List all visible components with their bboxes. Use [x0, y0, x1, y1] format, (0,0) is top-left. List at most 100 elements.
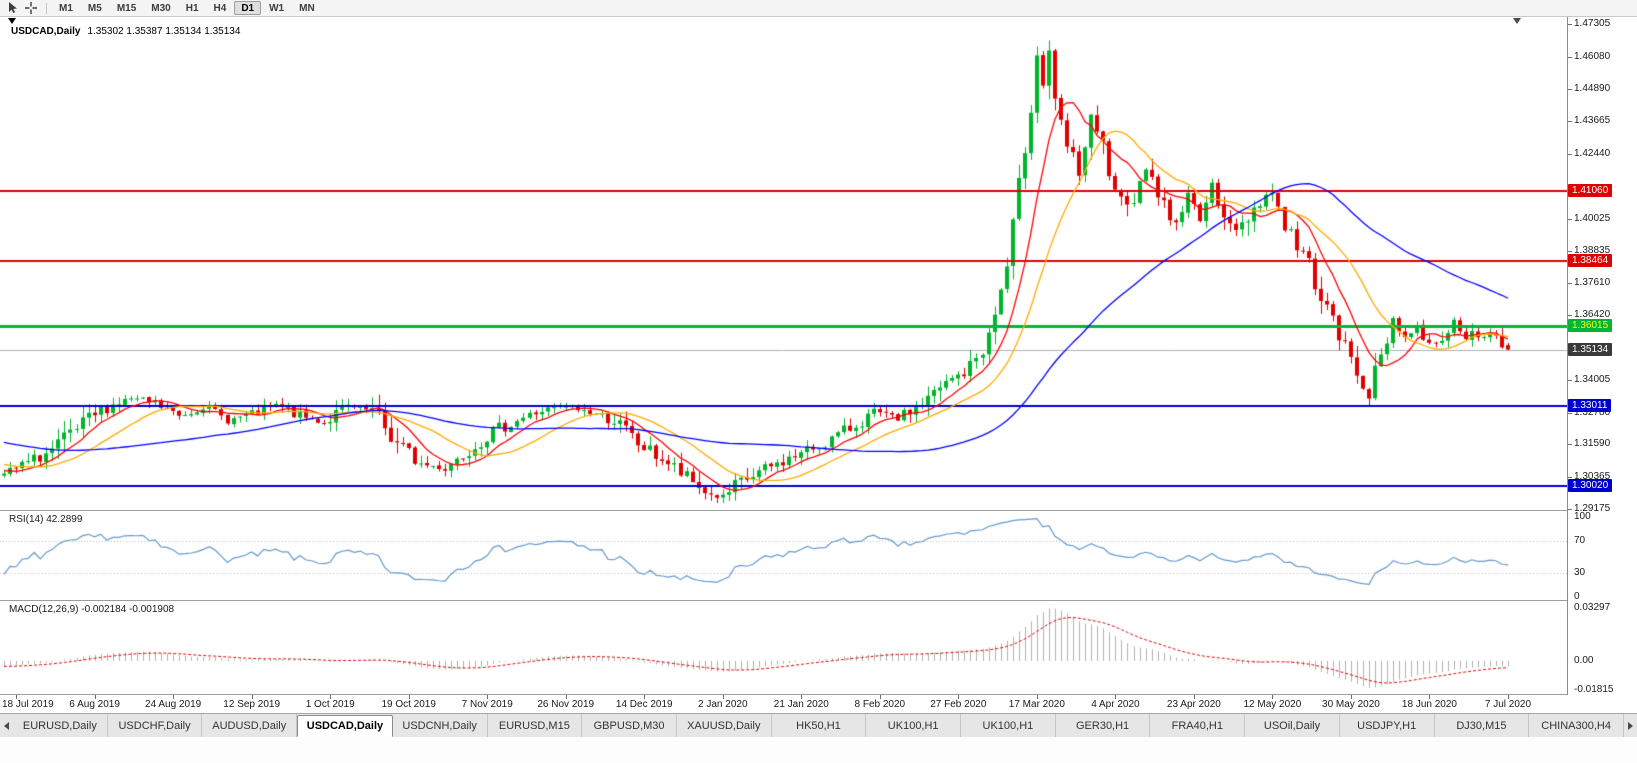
time-axis-tickmark: [1508, 695, 1509, 699]
time-axis-tickmark: [1115, 695, 1116, 699]
price-axis-tick: 1.36420: [1574, 309, 1611, 321]
price-chart-canvas[interactable]: [0, 17, 1567, 511]
time-axis-label: 6 Aug 2019: [69, 699, 120, 710]
macd-canvas[interactable]: [0, 601, 1567, 695]
price-axis-tick: 1.31590: [1574, 438, 1611, 450]
timeframe-MN-button[interactable]: MN: [299, 3, 315, 14]
macd-pane[interactable]: MACD(12,26,9) -0.002184 -0.001908: [0, 601, 1567, 695]
time-axis-tickmark: [487, 695, 488, 699]
time-axis-label: 21 Jan 2020: [773, 699, 829, 710]
time-axis-tickmark: [958, 695, 959, 699]
time-axis-tickmark: [644, 695, 645, 699]
price-axis-tickmark: [1568, 154, 1572, 155]
chart-tab-ger30-h1[interactable]: GER30,H1: [1055, 714, 1151, 737]
time-axis-label: 23 Apr 2020: [1166, 699, 1221, 710]
chart-tab-uk100-h1[interactable]: UK100,H1: [866, 714, 962, 737]
chart-tab-eurusd-daily[interactable]: EURUSD,Daily: [13, 714, 108, 737]
price-axis-tickmark: [1568, 219, 1572, 220]
toolbar-separator: [46, 2, 47, 14]
chart-tab-china300-h4[interactable]: CHINA300,H4: [1529, 714, 1624, 737]
chart-tab-audusd-daily[interactable]: AUDUSD,Daily: [202, 714, 298, 737]
time-axis-tickmark: [1194, 695, 1195, 699]
price-axis-tick: 1.32780: [1574, 406, 1611, 418]
crosshair-icon[interactable]: [23, 2, 38, 15]
price-axis-tickmark: [1568, 380, 1572, 381]
price-axis-tick: 1.44890: [1574, 82, 1611, 94]
pane-separator: [0, 694, 1637, 695]
price-axis-tick: 1.34005: [1574, 373, 1611, 385]
price-axis-tick: 1.38835: [1574, 244, 1611, 256]
time-axis-label: 12 Sep 2019: [223, 699, 281, 710]
chart-tab-gbpusd-m30[interactable]: GBPUSD,M30: [582, 714, 677, 737]
timeframe-D1-button[interactable]: D1: [234, 1, 262, 15]
timeframe-M1-button[interactable]: M1: [59, 3, 73, 14]
time-axis-label: 19 Oct 2019: [381, 699, 436, 710]
time-axis-tickmark: [330, 695, 331, 699]
time-axis-tickmark: [16, 695, 17, 699]
time-axis[interactable]: 18 Jul 2019 6 Aug 2019 24 Aug 2019 12 Sep 2…: [0, 695, 1567, 713]
time-axis-label: 30 May 2020: [1322, 699, 1380, 710]
chart-menu-arrow-icon[interactable]: [8, 18, 16, 24]
time-axis-label: 24 Aug 2019: [145, 699, 202, 710]
chart-tab-usdchf-daily[interactable]: USDCHF,Daily: [107, 714, 203, 737]
chart-symbol-label: USDCAD,Daily: [11, 26, 81, 37]
timeframe-M15-button[interactable]: M15: [116, 3, 137, 14]
timeframe-M5-button[interactable]: M5: [87, 3, 102, 14]
chart-tab-eurusd-m15[interactable]: EURUSD,M15: [487, 714, 583, 737]
timeframe-W1-button[interactable]: W1: [269, 3, 285, 14]
cursor-icon[interactable]: [5, 2, 20, 15]
chart-tab-usdcnh-daily[interactable]: USDCNH,Daily: [392, 714, 488, 737]
price-axis-tick: 1.46080: [1574, 50, 1611, 62]
time-axis-label: 7 Nov 2019: [461, 699, 513, 710]
price-axis-tickmark: [1568, 24, 1572, 25]
pane-separator: [0, 510, 1637, 511]
time-axis-label: 27 Feb 2020: [930, 699, 987, 710]
timeframe-M30-button[interactable]: M30: [151, 3, 171, 14]
time-axis-label: 18 Jun 2020: [1401, 699, 1457, 710]
chart-tab-usdjpy-h1[interactable]: USDJPY,H1: [1339, 714, 1435, 737]
price-axis-tickmark: [1568, 251, 1572, 252]
time-axis-tickmark: [1272, 695, 1273, 699]
time-axis-tickmark: [173, 695, 174, 699]
time-axis-tickmark: [723, 695, 724, 699]
chart-ohlc-values: 1.35302 1.35387 1.35134 1.35134: [87, 26, 241, 37]
support-line-1-badge: 1.33011: [1568, 399, 1612, 413]
resistance-line-2-badge: 1.38464: [1568, 253, 1613, 267]
rsi-axis-label: 0: [1574, 591, 1580, 602]
current-price-badge: 1.35134: [1568, 342, 1613, 356]
rsi-axis-label: 70: [1574, 535, 1586, 546]
price-axis-tickmark: [1568, 444, 1572, 445]
time-axis-label: 2 Jan 2020: [698, 699, 748, 710]
timeframe-H1-button[interactable]: H1: [185, 3, 199, 14]
chart-tab-usoil-daily[interactable]: USOil,Daily: [1245, 714, 1340, 737]
main-chart-pane[interactable]: USDCAD,Daily 1.35302 1.35387 1.35134 1.35…: [0, 17, 1567, 511]
chart-tab-fra40-h1[interactable]: FRA40,H1: [1150, 714, 1246, 737]
time-axis-tickmark: [409, 695, 410, 699]
macd-axis-label: 0.00: [1574, 654, 1594, 666]
price-axis-tickmark: [1568, 89, 1572, 90]
chart-tab-usdcad-daily[interactable]: USDCAD,Daily: [297, 715, 393, 737]
time-axis-label: 12 May 2020: [1243, 699, 1302, 710]
chart-tab-dj30-m15[interactable]: DJ30,M15: [1434, 714, 1530, 737]
chart-tab-hk50-h1[interactable]: HK50,H1: [771, 714, 867, 737]
chart-tab-uk100-h1[interactable]: UK100,H1: [961, 714, 1056, 737]
price-axis-tick: 1.42440: [1574, 148, 1611, 160]
timeframe-H4-button[interactable]: H4: [213, 3, 227, 14]
price-axis[interactable]: 1.47305 1.46080 1.44890 1.43665 1.42440 1.400…: [1567, 17, 1637, 695]
rsi-pane[interactable]: RSI(14) 42.2899: [0, 511, 1567, 601]
time-axis-label: 18 Jul 2019: [2, 699, 54, 710]
rsi-canvas[interactable]: [0, 511, 1567, 601]
time-axis-tickmark: [1351, 695, 1352, 699]
macd-label: MACD(12,26,9) -0.002184 -0.001908: [9, 604, 175, 615]
tab-scroll-left-icon[interactable]: [0, 714, 13, 737]
chart-region: USDCAD,Daily 1.35302 1.35387 1.35134 1.35…: [0, 17, 1637, 713]
time-axis-tickmark: [801, 695, 802, 699]
chart-tab-xauusd-daily[interactable]: XAUUSD,Daily: [676, 714, 772, 737]
time-axis-tickmark: [1429, 695, 1430, 699]
macd-axis-label: 0.03297: [1574, 602, 1611, 614]
pivot-line-badge: 1.36015: [1568, 319, 1613, 333]
price-axis-tick: 1.47305: [1574, 18, 1611, 30]
price-axis-tick: 1.43665: [1574, 115, 1611, 127]
tab-scroll-right-icon[interactable]: [1624, 714, 1637, 737]
